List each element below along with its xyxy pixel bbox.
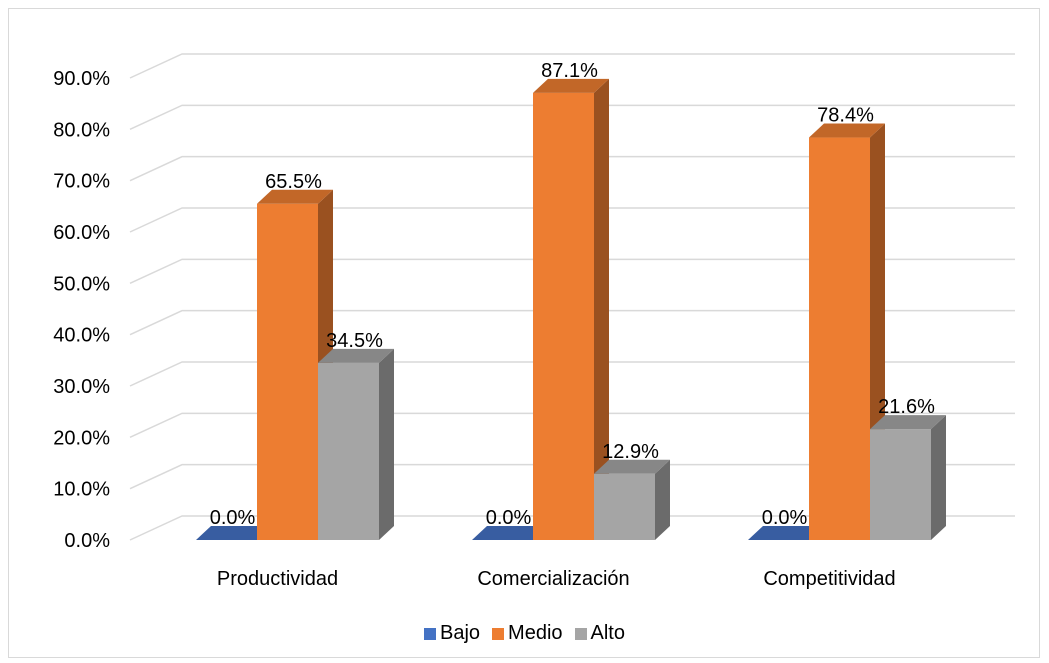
y-tick-label: 30.0% (53, 376, 110, 398)
bar-alto-side (931, 415, 946, 540)
y-tick-label: 40.0% (53, 325, 110, 347)
y-tick-label: 10.0% (53, 479, 110, 501)
bar-medio-top (533, 78, 609, 93)
legend-swatch-medio (492, 627, 505, 640)
y-tick-label: 20.0% (53, 427, 110, 449)
y-tick-label: 0.0% (64, 530, 110, 552)
y-tick-label: 70.0% (53, 171, 110, 193)
gridline (129, 53, 1015, 79)
y-tick-label: 90.0% (53, 68, 110, 90)
legend-item-medio: Medio (492, 622, 563, 645)
legend-item-bajo: Bajo (424, 622, 480, 645)
legend-swatch-alto (574, 627, 587, 640)
data-label: 65.5% (265, 171, 322, 193)
legend-item-alto: Alto (574, 622, 625, 645)
bar-alto-side (379, 348, 394, 540)
legend-label-alto: Alto (590, 622, 625, 644)
legend: Bajo Medio Alto (0, 622, 1049, 645)
data-label: 87.1% (541, 60, 598, 82)
bar-alto-side (655, 459, 670, 540)
bar-medio-top (809, 123, 885, 138)
bar-alto-top (870, 415, 946, 430)
y-tick-label: 50.0% (53, 273, 110, 295)
bar-alto-top (318, 348, 394, 363)
gridline (129, 361, 1015, 387)
gridline (129, 104, 1015, 131)
x-tick-label: Competitividad (763, 568, 895, 590)
gridline (129, 463, 1015, 490)
data-label: 0.0% (486, 507, 532, 529)
bar-medio-front (533, 92, 594, 541)
bar-medio-top (257, 189, 333, 204)
bar-alto-front (870, 429, 931, 540)
bar-bajo-top (748, 526, 824, 540)
gridline (129, 309, 1015, 336)
data-label: 21.6% (878, 396, 935, 418)
gridline (129, 412, 1015, 439)
bar-medio-front (809, 137, 870, 540)
data-label: 34.5% (326, 330, 383, 352)
bar-alto-top (594, 459, 670, 474)
x-tick-label: Comercialización (477, 568, 629, 590)
gridline (129, 258, 1015, 285)
x-tick-label: Productividad (217, 568, 338, 590)
legend-label-medio: Medio (508, 622, 563, 644)
bar-alto-front (318, 362, 379, 540)
bar-medio-front (257, 203, 318, 540)
bar-medio-side (594, 78, 609, 541)
y-tick-label: 60.0% (53, 222, 110, 244)
gridline (129, 207, 1015, 233)
data-label: 78.4% (817, 105, 874, 127)
gridline (129, 155, 1015, 182)
y-tick-label: 80.0% (53, 119, 110, 141)
gridline (129, 515, 1015, 541)
data-label: 0.0% (762, 507, 808, 529)
data-label: 12.9% (602, 441, 659, 463)
data-label: 0.0% (210, 507, 256, 529)
bar-bajo-top (196, 526, 272, 540)
bar-alto-front (594, 473, 655, 540)
legend-swatch-bajo (424, 627, 436, 640)
legend-label-bajo: Bajo (440, 622, 481, 644)
bar-bajo-top (472, 526, 548, 540)
